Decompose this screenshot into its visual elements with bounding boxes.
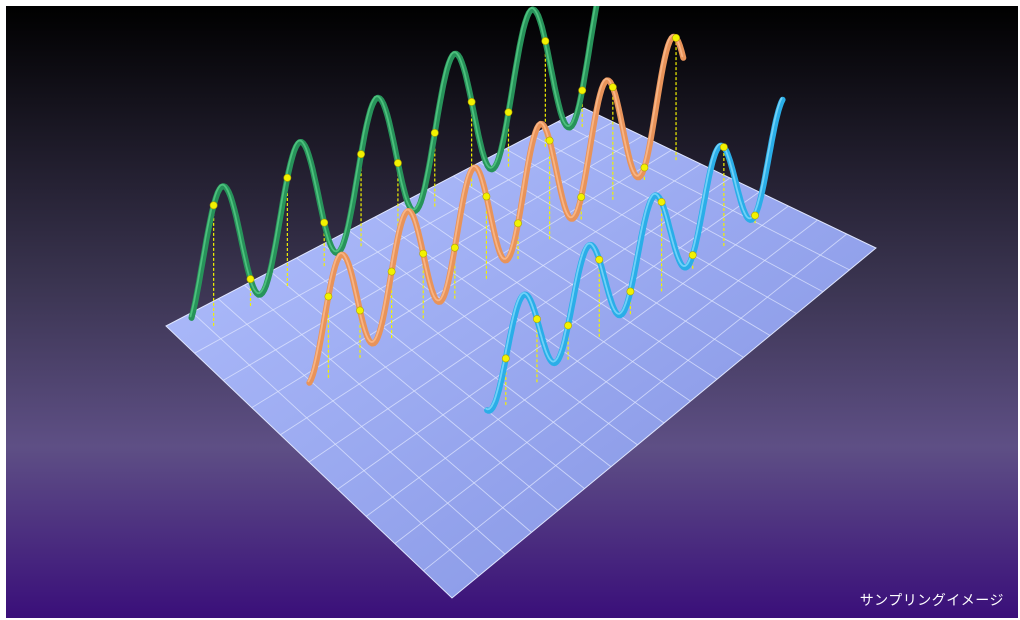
sample-point <box>577 193 586 201</box>
sample-point <box>450 243 459 252</box>
sample-point <box>564 321 573 330</box>
grid-line <box>280 163 702 436</box>
sample-point <box>324 292 333 301</box>
grid-line <box>308 177 731 463</box>
grid-line <box>365 205 789 517</box>
waveform-highlight <box>307 34 684 383</box>
sampling-illustration: サンプリングイメージ <box>6 6 1018 618</box>
sample-point <box>514 219 522 228</box>
scene-render <box>6 6 1018 618</box>
caption-label: サンプリングイメージ <box>859 593 1004 609</box>
front-layer <box>209 33 759 363</box>
sample-point <box>640 163 649 172</box>
sample-point <box>467 98 476 106</box>
grid-line <box>251 149 672 408</box>
sample-point <box>419 249 428 258</box>
sample-point <box>394 159 402 167</box>
grid-line <box>394 219 818 544</box>
sample-point <box>387 267 396 276</box>
sample-point <box>657 198 666 206</box>
sample-point <box>608 83 617 92</box>
grid-line <box>222 135 643 381</box>
sample-point <box>595 255 604 264</box>
sample-point <box>688 251 697 260</box>
sample-point <box>320 218 329 227</box>
sample-point <box>719 143 728 152</box>
sample-point <box>751 211 759 220</box>
sample-point <box>482 192 491 201</box>
sample-point <box>626 287 635 296</box>
sample-point <box>209 201 218 210</box>
sample-point <box>504 108 513 117</box>
sample-point <box>533 315 541 323</box>
sample-point <box>545 136 554 145</box>
sample-point <box>356 306 364 315</box>
sample-point <box>541 37 550 45</box>
sample-point <box>357 150 365 159</box>
sample-point <box>672 33 680 42</box>
sample-point <box>283 173 292 182</box>
grid-line <box>337 191 760 490</box>
grid-line <box>194 121 614 354</box>
grid-line <box>423 233 848 572</box>
waveform-highlight <box>189 6 597 318</box>
sample-point <box>578 86 587 95</box>
sample-point <box>501 354 510 363</box>
sample-point <box>246 275 255 283</box>
sample-point <box>430 128 439 137</box>
